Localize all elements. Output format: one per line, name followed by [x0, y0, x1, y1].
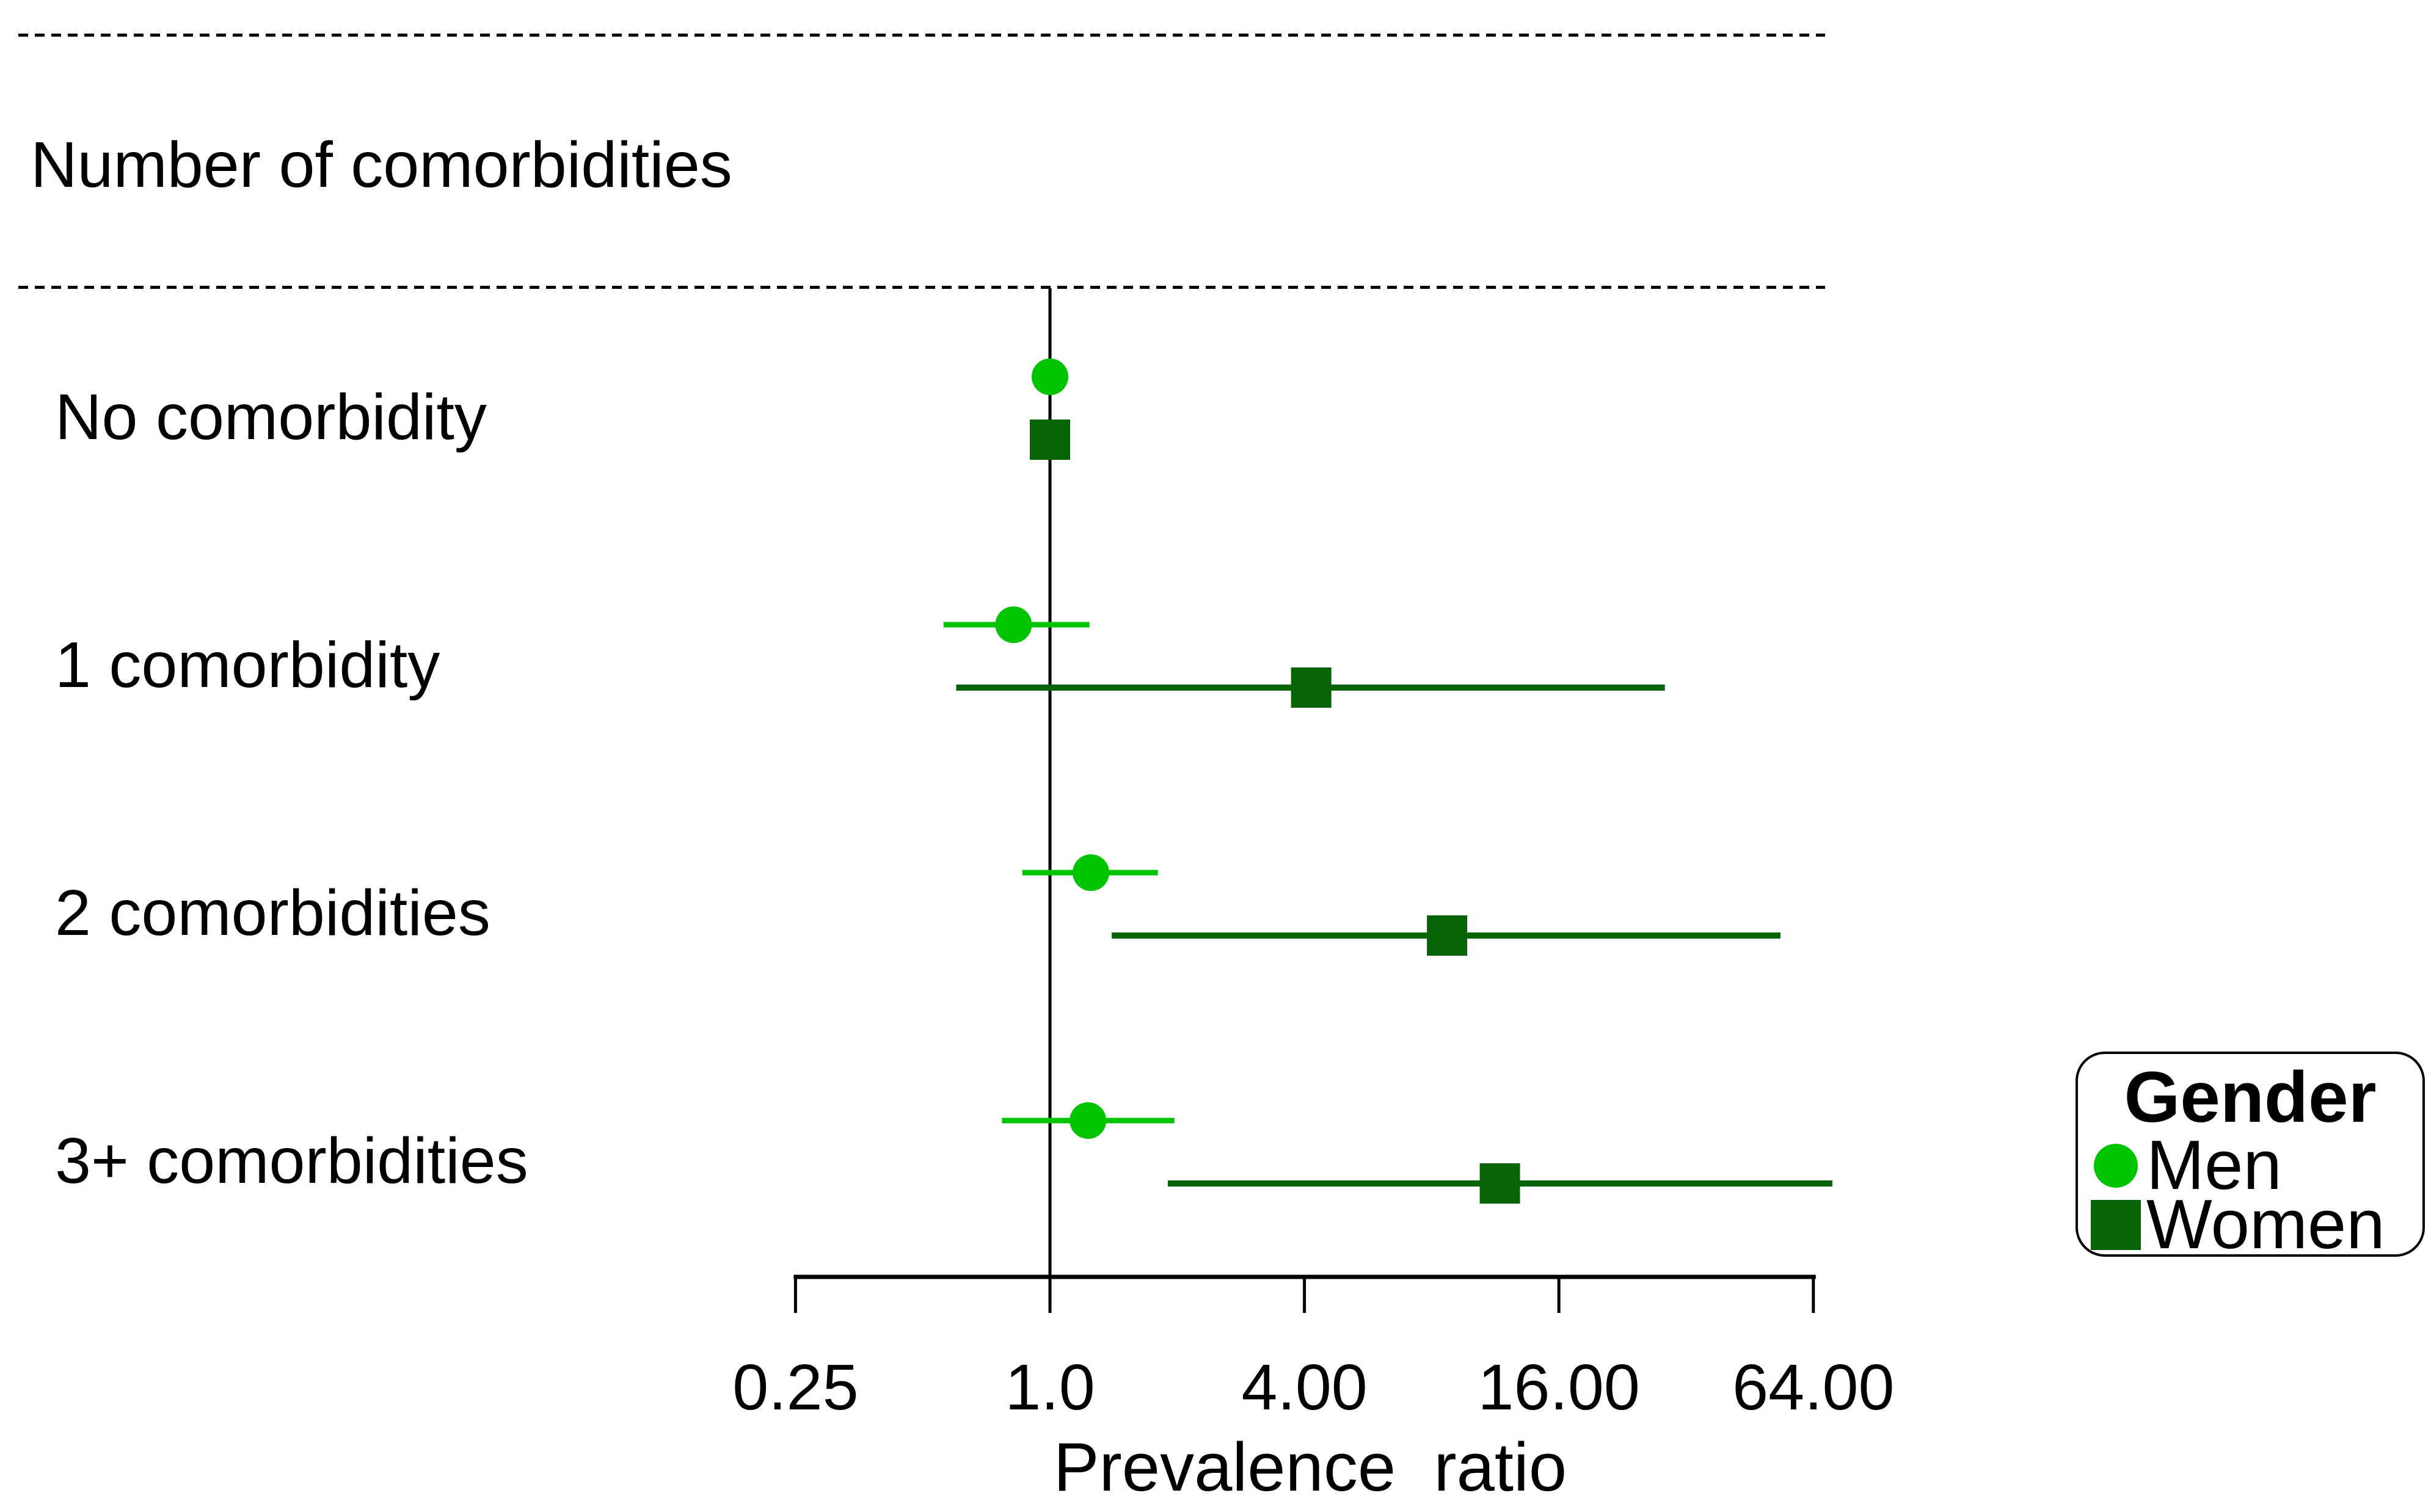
- x-tick-label: 1.0: [1005, 1351, 1095, 1423]
- header-dashed-divider: [18, 286, 1825, 289]
- x-tick-label: 16.00: [1478, 1351, 1640, 1423]
- women-point-marker: [1030, 420, 1070, 460]
- x-axis-title: Prevalence ratio: [1053, 1429, 1567, 1505]
- top-dashed-divider: [18, 34, 1825, 37]
- men-point-marker: [1070, 1102, 1107, 1139]
- men-point-marker: [995, 606, 1032, 643]
- women-square-swatch-icon: [2091, 1199, 2141, 1250]
- row-label: 3+ comorbidities: [55, 1125, 528, 1197]
- x-tick-label: 64.00: [1732, 1351, 1895, 1423]
- legend-entry: Women: [2078, 1190, 2422, 1259]
- row-label: 2 comorbidities: [55, 877, 490, 949]
- legend-entry-label: Women: [2146, 1185, 2385, 1263]
- row-label: 1 comorbidity: [55, 629, 440, 701]
- x-tick-label: 4.00: [1241, 1351, 1368, 1423]
- men-point-marker: [1073, 854, 1110, 891]
- men-circle-swatch-icon: [2094, 1143, 2138, 1188]
- legend-rows: Men Women: [2078, 1130, 2422, 1259]
- women-point-marker: [1479, 1163, 1520, 1204]
- legend-entry: Men: [2078, 1130, 2422, 1200]
- legend-entry-label: Men: [2146, 1126, 2282, 1204]
- x-tick-label: 0.25: [732, 1351, 859, 1423]
- men-point-marker: [1032, 358, 1068, 395]
- legend: Gender Men Women: [2076, 1052, 2425, 1259]
- row-label: No comorbidity: [55, 381, 487, 453]
- section-title: Number of comorbidities: [31, 129, 732, 201]
- legend-title: Gender: [2124, 1057, 2377, 1138]
- women-point-marker: [1291, 667, 1332, 708]
- women-point-marker: [1427, 915, 1468, 956]
